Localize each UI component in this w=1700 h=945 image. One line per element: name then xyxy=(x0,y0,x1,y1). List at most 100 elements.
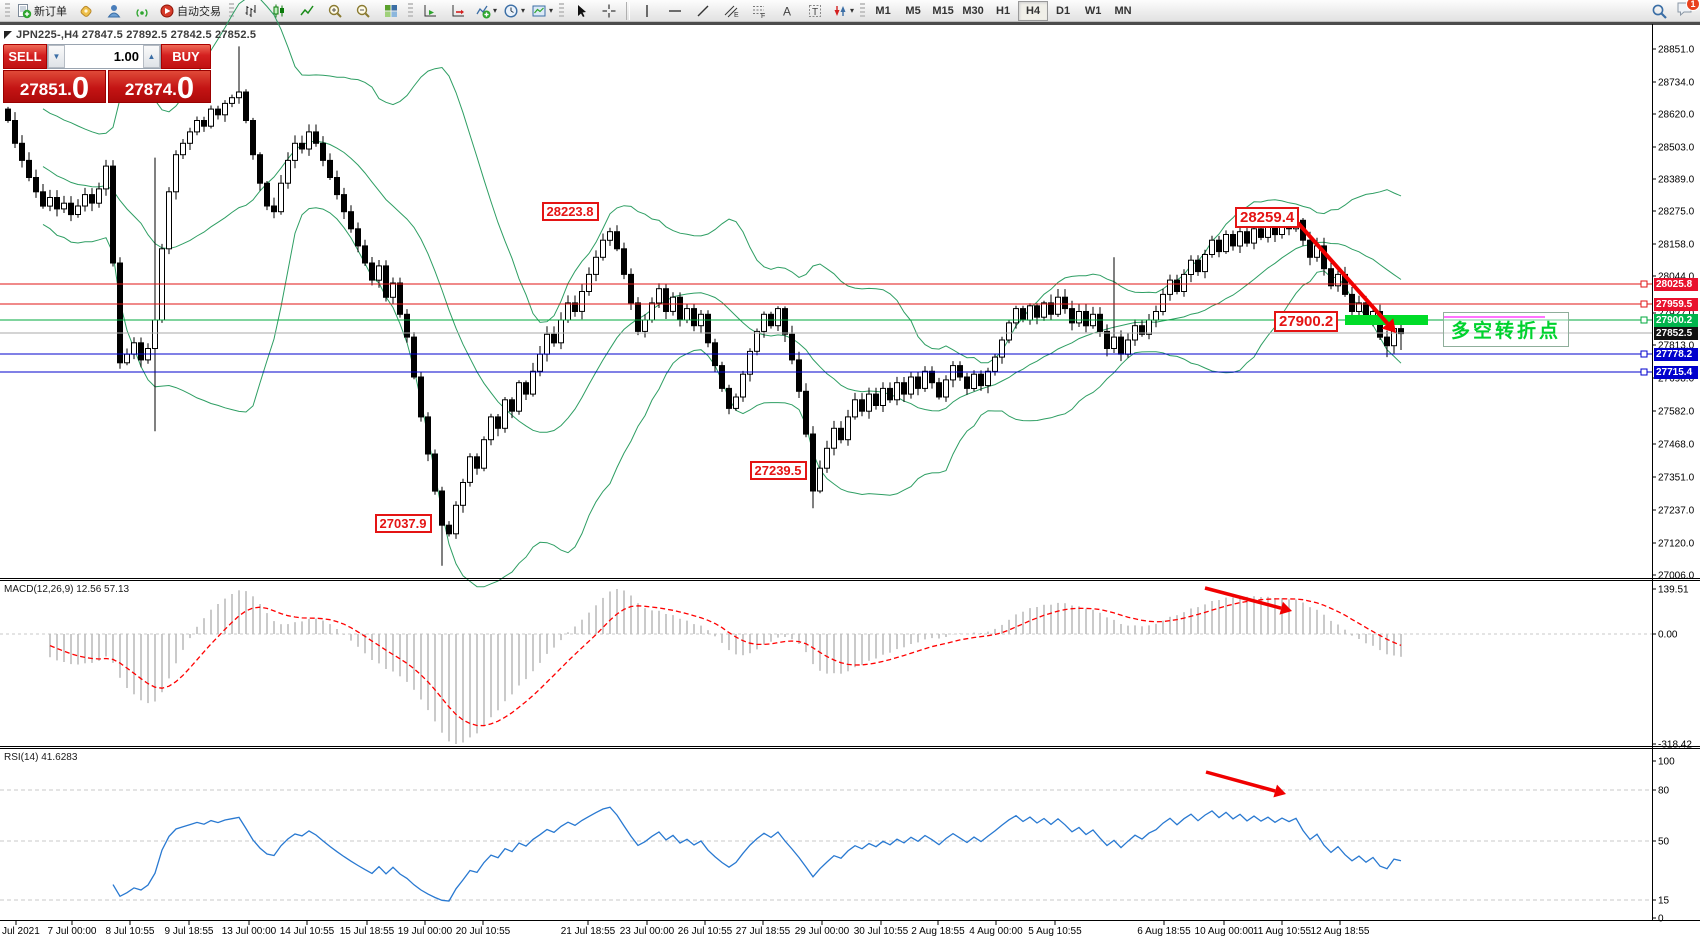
level-price-tag: 27900.2 xyxy=(1654,313,1698,327)
fibonacci-tool[interactable]: F xyxy=(745,0,773,22)
svg-text:29 Jul 00:00: 29 Jul 00:00 xyxy=(795,926,850,937)
svg-text:21 Jul 18:55: 21 Jul 18:55 xyxy=(561,926,616,937)
arrows-tool[interactable]: ▾ xyxy=(829,0,857,22)
price-tag-28259.4: 28259.4 xyxy=(1235,206,1300,228)
new-order-label: 新订单 xyxy=(34,5,67,18)
timeframe-H1[interactable]: H1 xyxy=(996,4,1011,17)
price-tag-27900.2: 27900.2 xyxy=(1274,310,1339,332)
timeframe-MN[interactable]: MN xyxy=(1114,4,1132,17)
svg-text:27 Jul 18:55: 27 Jul 18:55 xyxy=(736,926,791,937)
trend-turn-label: 多空转折点 xyxy=(1443,312,1569,347)
dropdown-caret[interactable]: ▾ xyxy=(493,5,498,15)
vertical-line-icon xyxy=(646,4,648,17)
svg-text:139.51: 139.51 xyxy=(1658,585,1689,596)
chart-ohlc-header: JPN225-,H4 27847.5 27892.5 27842.5 27852… xyxy=(16,29,257,41)
timeframe-M1[interactable]: M1 xyxy=(875,4,891,17)
text-tool[interactable]: A xyxy=(773,0,801,22)
sell-button[interactable]: SELL xyxy=(3,44,47,69)
svg-text:27698.0: 27698.0 xyxy=(1658,374,1695,385)
price-axis: 28851.0 28734.0 28620.0 28503.0 28389.0 28275… xyxy=(1652,45,1695,925)
equidistant-channel-icon: E xyxy=(724,5,739,19)
text-label-tool[interactable]: T xyxy=(801,0,829,22)
indicators-button[interactable]: ▾ xyxy=(472,0,500,22)
templates-button[interactable]: ▾ xyxy=(528,0,556,22)
vertical-line-tool[interactable] xyxy=(633,0,661,22)
svg-text:13 Jul 00:00: 13 Jul 00:00 xyxy=(222,926,277,937)
volume-box: ▼ ▲ xyxy=(47,44,161,69)
level-price-tag: 27778.2 xyxy=(1654,347,1698,361)
rsi-panel xyxy=(0,789,1652,902)
tile-windows-button[interactable] xyxy=(377,0,405,22)
community-button[interactable] xyxy=(100,0,128,22)
new-order-icon xyxy=(18,3,32,18)
dropdown-caret[interactable]: ▾ xyxy=(850,5,855,15)
volume-input[interactable] xyxy=(65,45,143,68)
price-tag-27239.5: 27239.5 xyxy=(749,460,807,480)
new-order-button[interactable]: 新订单 xyxy=(13,0,72,22)
buy-price-pips: 0 xyxy=(176,69,195,105)
sell-price[interactable]: 27851. 0 xyxy=(3,70,106,103)
text-icon: A xyxy=(783,4,791,18)
svg-text:12 Aug 18:55: 12 Aug 18:55 xyxy=(1311,926,1370,937)
svg-text:50: 50 xyxy=(1658,837,1670,848)
level-price-tag: 27715.4 xyxy=(1654,365,1698,379)
search-icon[interactable] xyxy=(1651,3,1668,20)
svg-text:-318.42: -318.42 xyxy=(1658,740,1692,751)
svg-text:Jul 2021: Jul 2021 xyxy=(2,926,40,937)
buy-price[interactable]: 27874. 0 xyxy=(108,70,211,103)
volume-decrease-button[interactable]: ▼ xyxy=(48,45,65,68)
zoom-in-button[interactable] xyxy=(321,0,349,22)
timeframe-D1[interactable]: D1 xyxy=(1056,4,1071,17)
timeframe-W1[interactable]: W1 xyxy=(1084,4,1102,17)
svg-text:27468.0: 27468.0 xyxy=(1658,440,1695,451)
chart-shift-button[interactable] xyxy=(444,0,472,22)
timeframe-M5[interactable]: M5 xyxy=(905,4,921,17)
panel-frame xyxy=(0,24,1700,921)
add-indicator-icon xyxy=(476,5,491,18)
auto-trading-button[interactable]: 自动交易 xyxy=(156,0,226,22)
notifications-button[interactable]: 1 xyxy=(1676,0,1700,22)
svg-text:28044.0: 28044.0 xyxy=(1658,272,1695,283)
buy-button[interactable]: BUY xyxy=(161,44,211,69)
timeframe-M15[interactable]: M15 xyxy=(932,4,954,17)
timeframe-H4[interactable]: H4 xyxy=(1018,0,1049,21)
svg-text:15 Jul 18:55: 15 Jul 18:55 xyxy=(340,926,395,937)
periods-button[interactable]: ▾ xyxy=(500,0,528,22)
toolbar-grip xyxy=(229,2,234,19)
macd-panel xyxy=(0,589,1652,744)
dropdown-caret[interactable]: ▾ xyxy=(549,5,554,15)
svg-text:19 Jul 00:00: 19 Jul 00:00 xyxy=(398,926,453,937)
svg-text:15: 15 xyxy=(1658,896,1670,907)
svg-text:27813.0: 27813.0 xyxy=(1658,341,1695,352)
mql-button[interactable] xyxy=(72,0,100,22)
one-click-trading-panel: SELL ▼ ▲ BUY 27851.0 27874.0 xyxy=(3,44,211,103)
signal-icon xyxy=(136,8,148,17)
cursor-icon xyxy=(578,4,587,17)
svg-text:7 Jul 00:00: 7 Jul 00:00 xyxy=(48,926,97,937)
crosshair-tool-button[interactable] xyxy=(595,0,623,22)
cursor-tool-button[interactable] xyxy=(567,0,595,22)
channel-tool[interactable]: E xyxy=(717,0,745,22)
bar-chart-button[interactable] xyxy=(237,0,265,22)
toolbar-grip xyxy=(5,2,10,19)
timeframe-group: M1 M5 M15 M30 H1 H4 D1 W1 MN xyxy=(868,0,1138,21)
time-axis: Jul 2021 7 Jul 00:00 8 Jul 10:55 9 Jul 18:5… xyxy=(2,921,1370,937)
line-chart-button[interactable] xyxy=(293,0,321,22)
svg-text:28503.0: 28503.0 xyxy=(1658,143,1695,154)
volume-increase-button[interactable]: ▲ xyxy=(143,45,160,68)
zoom-out-icon xyxy=(356,4,370,18)
candlestick-chart-button[interactable] xyxy=(265,0,293,22)
signals-button[interactable] xyxy=(128,0,156,22)
dropdown-caret[interactable]: ▾ xyxy=(521,5,526,15)
timeframe-M30[interactable]: M30 xyxy=(962,4,984,17)
annotations xyxy=(1204,221,1545,798)
auto-scroll-button[interactable] xyxy=(416,0,444,22)
svg-text:14 Jul 10:55: 14 Jul 10:55 xyxy=(280,926,335,937)
svg-text:F: F xyxy=(761,13,765,19)
horizontal-line-tool[interactable] xyxy=(661,0,689,22)
svg-text:27582.0: 27582.0 xyxy=(1658,407,1695,418)
trendline-tool[interactable] xyxy=(689,0,717,22)
zoom-out-button[interactable] xyxy=(349,0,377,22)
